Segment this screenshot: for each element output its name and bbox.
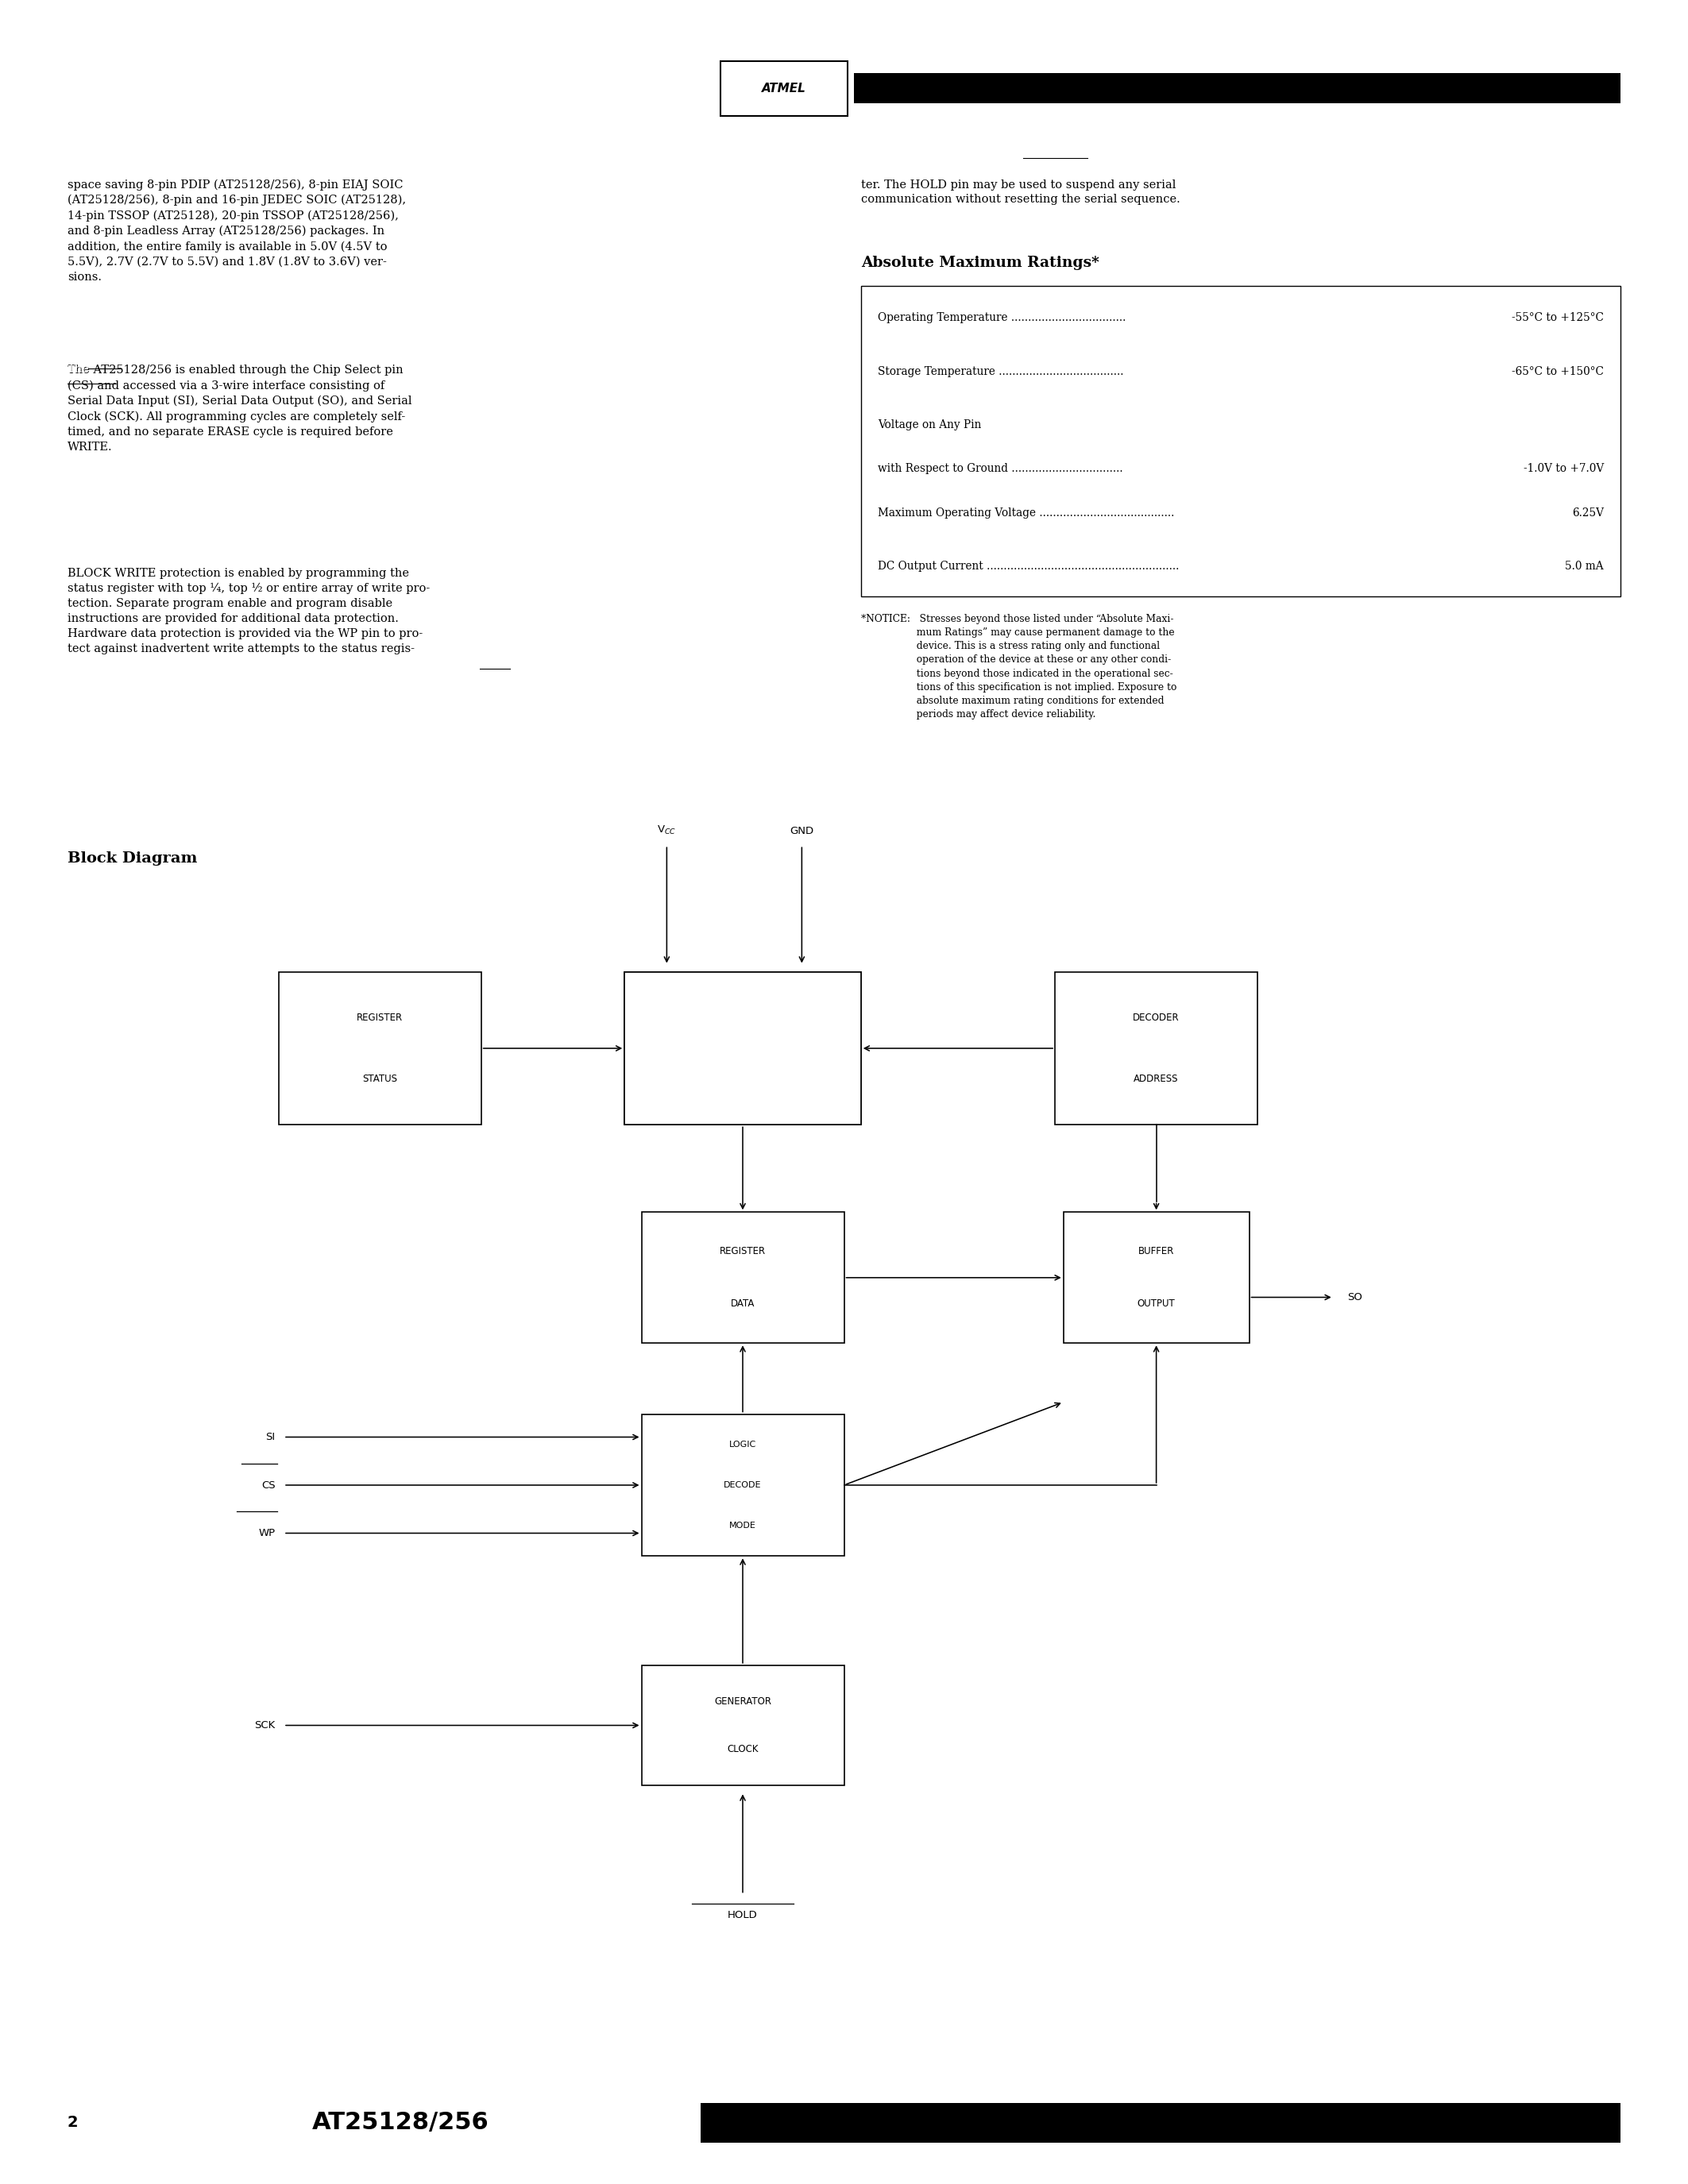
Text: GENERATOR: GENERATOR bbox=[714, 1697, 771, 1706]
FancyBboxPatch shape bbox=[861, 286, 1620, 596]
Text: MEMORY ARRAY: MEMORY ARRAY bbox=[706, 1024, 780, 1033]
Text: space saving 8-pin PDIP (AT25128/256), 8-pin EIAJ SOIC
(AT25128/256), 8-pin and : space saving 8-pin PDIP (AT25128/256), 8… bbox=[68, 179, 407, 282]
Bar bbox=[641, 1212, 844, 1343]
Text: MEMORY ARRAY: MEMORY ARRAY bbox=[706, 1075, 780, 1083]
Text: ter. The HOLD pin may be used to suspend any serial
communication without resett: ter. The HOLD pin may be used to suspend… bbox=[861, 179, 1180, 205]
Text: SCK: SCK bbox=[255, 1721, 275, 1730]
Text: 5.0 mA: 5.0 mA bbox=[1565, 561, 1604, 572]
Text: STATUS: STATUS bbox=[363, 1075, 397, 1083]
Text: DATA: DATA bbox=[731, 1299, 755, 1308]
Text: 16384/32768×8: 16384/32768×8 bbox=[704, 1013, 782, 1022]
Text: *NOTICE:   Stresses beyond those listed under “Absolute Maxi-
                  : *NOTICE: Stresses beyond those listed un… bbox=[861, 614, 1177, 721]
Text: ADDRESS: ADDRESS bbox=[1134, 1075, 1178, 1083]
Text: HOLD: HOLD bbox=[728, 1909, 758, 1920]
Text: MODE: MODE bbox=[729, 1522, 756, 1529]
Bar bbox=[1063, 1212, 1249, 1343]
Text: ATMEL: ATMEL bbox=[761, 83, 807, 94]
Text: DECODE: DECODE bbox=[724, 1481, 761, 1489]
Text: Absolute Maximum Ratings*: Absolute Maximum Ratings* bbox=[861, 256, 1099, 271]
Text: SI: SI bbox=[265, 1433, 275, 1441]
Text: -1.0V to +7.0V: -1.0V to +7.0V bbox=[1523, 463, 1604, 474]
Text: OUTPUT: OUTPUT bbox=[1138, 1299, 1175, 1308]
Text: BUFFER: BUFFER bbox=[1138, 1247, 1175, 1256]
Text: CS: CS bbox=[262, 1481, 275, 1489]
Text: 6.25V: 6.25V bbox=[1572, 507, 1604, 518]
Text: AT25128/256: AT25128/256 bbox=[312, 2112, 490, 2134]
Text: DC Output Current .........................................................: DC Output Current ......................… bbox=[878, 561, 1180, 572]
Text: WP: WP bbox=[258, 1529, 275, 1538]
Text: Storage Temperature .....................................: Storage Temperature ....................… bbox=[878, 365, 1124, 378]
Text: The AT25128/256 is enabled through the Chip Select pin
(CS) and accessed via a 3: The AT25128/256 is enabled through the C… bbox=[68, 365, 412, 452]
Text: -55°C to +125°C: -55°C to +125°C bbox=[1511, 312, 1604, 323]
Text: with Respect to Ground .................................: with Respect to Ground .................… bbox=[878, 463, 1123, 474]
Text: REGISTER: REGISTER bbox=[356, 1013, 403, 1022]
Text: Voltage on Any Pin: Voltage on Any Pin bbox=[878, 419, 981, 430]
Bar bbox=[641, 1415, 844, 1557]
Bar bbox=[279, 972, 481, 1125]
Text: -65°C to +150°C: -65°C to +150°C bbox=[1511, 365, 1604, 378]
FancyBboxPatch shape bbox=[701, 2103, 1620, 2143]
Bar bbox=[641, 1664, 844, 1787]
Text: REGISTER: REGISTER bbox=[719, 1247, 766, 1256]
Text: LOGIC: LOGIC bbox=[729, 1441, 756, 1448]
FancyBboxPatch shape bbox=[721, 61, 847, 116]
Text: V$_{CC}$: V$_{CC}$ bbox=[657, 826, 677, 836]
Text: BLOCK WRITE protection is enabled by programming the
status register with top ¼,: BLOCK WRITE protection is enabled by pro… bbox=[68, 568, 430, 655]
Text: 16384/32768×8: 16384/32768×8 bbox=[709, 1072, 776, 1079]
Text: GND: GND bbox=[790, 826, 814, 836]
Bar bbox=[625, 972, 861, 1125]
Bar bbox=[1055, 972, 1258, 1125]
Text: SO: SO bbox=[1347, 1293, 1362, 1302]
FancyBboxPatch shape bbox=[854, 74, 1620, 103]
Text: Block Diagram: Block Diagram bbox=[68, 852, 197, 867]
Text: Operating Temperature ..................................: Operating Temperature ..................… bbox=[878, 312, 1126, 323]
Text: Maximum Operating Voltage ........................................: Maximum Operating Voltage ..............… bbox=[878, 507, 1175, 518]
Text: 2: 2 bbox=[68, 2116, 78, 2129]
Bar bbox=[625, 972, 861, 1125]
Text: CLOCK: CLOCK bbox=[728, 1745, 758, 1754]
Text: DECODER: DECODER bbox=[1133, 1013, 1180, 1022]
Text: The: The bbox=[68, 365, 89, 376]
